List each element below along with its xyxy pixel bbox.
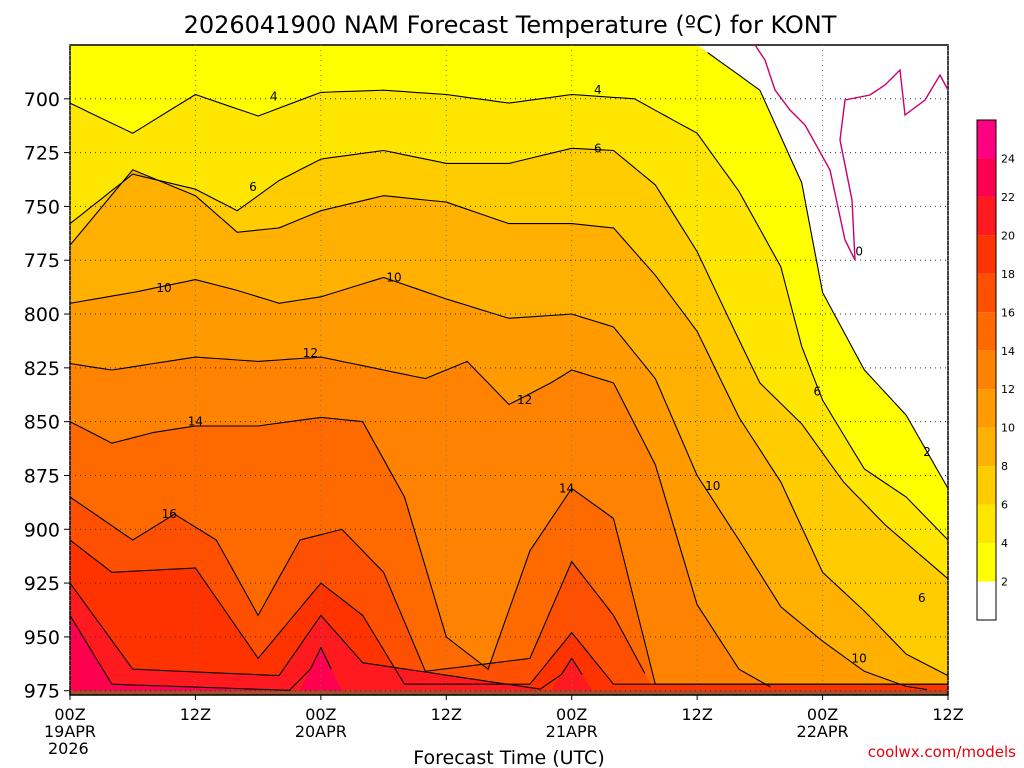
- x-tick-label: 00Z: [807, 705, 838, 724]
- colorbar-swatch: [977, 504, 996, 544]
- y-tick-label: 950: [24, 627, 60, 649]
- x-tick-label: 12Z: [431, 705, 462, 724]
- colorbar-swatch: [977, 312, 996, 351]
- contour-label: 14: [559, 481, 574, 495]
- y-tick-label: 900: [24, 519, 60, 541]
- isotherm-10: [69, 276, 928, 691]
- contour-label: 10: [156, 281, 171, 295]
- isotherm-2: [707, 52, 949, 489]
- colorbar-swatch: [977, 158, 996, 197]
- x-tick-label: 22APR: [797, 722, 849, 741]
- y-tick-label: 725: [24, 143, 60, 165]
- y-tick-label: 825: [24, 358, 60, 380]
- contour-label: 6: [918, 591, 926, 605]
- contour-label: 6: [594, 141, 602, 155]
- colorbar-label: 12: [1001, 383, 1015, 396]
- contour-label: 6: [249, 180, 257, 194]
- x-tick-label: 21APR: [546, 722, 598, 741]
- colorbar-label: 6: [1001, 499, 1008, 512]
- isotherm-12: [69, 356, 771, 688]
- x-tick-label: 12Z: [180, 705, 211, 724]
- band-18: [70, 540, 948, 695]
- contour-label: 10: [705, 479, 720, 493]
- contour-label: 4: [270, 90, 278, 104]
- contour-label: 16: [162, 507, 177, 521]
- colorbar-label: 18: [1001, 268, 1015, 281]
- colorbar-label: 4: [1001, 537, 1008, 550]
- colorbar-border: [976, 119, 997, 621]
- contour-label: 10: [386, 270, 401, 284]
- y-tick-label: 775: [24, 250, 60, 272]
- colorbar-swatch: [977, 389, 996, 428]
- colorbar-swatch: [977, 581, 996, 620]
- contour-labels: 4 4 6 6 10 10 12 12 14 14 16 10 10 6 6 0 2: [156, 83, 930, 665]
- x-axis-label: Forecast Time (UTC): [413, 747, 604, 768]
- contour-label: 12: [303, 346, 318, 360]
- colorbar-swatch: [977, 120, 996, 159]
- x-tick-label: 19APR: [44, 722, 96, 741]
- isotherm-16: [69, 496, 646, 674]
- colorbar-label: 8: [1001, 460, 1008, 473]
- colorbar-label: 2: [1001, 576, 1008, 589]
- x-tick-label: 00Z: [54, 705, 85, 724]
- y-tick-label: 875: [24, 465, 60, 487]
- band-22: [70, 615, 948, 695]
- colorbar-label: 24: [1001, 152, 1015, 165]
- chart-title: 2026041900 NAM Forecast Temperature (ºC)…: [184, 11, 837, 39]
- x-tick-label: 00Z: [305, 705, 336, 724]
- ground-surface: [70, 690, 948, 695]
- y-tick-label: 800: [24, 304, 60, 326]
- x-tick-label: 20APR: [295, 722, 347, 741]
- isotherm-0: [754, 44, 949, 261]
- colorbar-swatch: [977, 273, 996, 313]
- contour-label: 10: [852, 651, 867, 665]
- isotherm-8: [69, 169, 949, 677]
- contour-label: 4: [594, 83, 602, 97]
- colorbar-swatch: [977, 466, 996, 505]
- isotherm-6: [69, 147, 949, 580]
- contour-label: 14: [188, 415, 203, 429]
- y-tick-label: 700: [24, 89, 60, 111]
- contour-label: 2: [923, 445, 931, 459]
- contour-label: 0: [855, 245, 863, 259]
- colorbar-label: 22: [1001, 191, 1015, 204]
- colorbar-swatch: [977, 427, 996, 467]
- colorbar-label: 16: [1001, 306, 1015, 319]
- x-tick-label: 12Z: [932, 705, 963, 724]
- y-tick-label: 975: [24, 681, 60, 703]
- contour-label: 6: [814, 385, 822, 399]
- isotherm-4: [69, 89, 949, 541]
- colorbar-label: 10: [1001, 422, 1015, 435]
- contour-lines: [69, 44, 949, 691]
- y-tick-label: 850: [24, 412, 60, 434]
- colorbar-label: 14: [1001, 345, 1015, 358]
- credit-text: coolwx.com/models: [868, 743, 1016, 761]
- plot-area: [69, 44, 949, 696]
- y-tick-label: 750: [24, 196, 60, 218]
- colorbar-swatch: [977, 350, 996, 390]
- isotherm-22: [69, 615, 332, 691]
- y-axis: 700 725 750 775 800 825 850 875 900 925 950 975: [24, 89, 70, 703]
- colorbar-label: 20: [1001, 229, 1015, 242]
- x-tick-label: 12Z: [681, 705, 712, 724]
- x-tick-label: 00Z: [556, 705, 587, 724]
- isotherm-20: [69, 582, 583, 690]
- y-tick-label: 925: [24, 573, 60, 595]
- band-20: [70, 583, 948, 695]
- colorbar-swatch: [977, 543, 996, 582]
- contour-label: 12: [517, 393, 532, 407]
- colorbar-swatch: [977, 235, 996, 274]
- colorbar-swatch: [977, 196, 996, 236]
- x-tick-label: 2026: [48, 739, 89, 758]
